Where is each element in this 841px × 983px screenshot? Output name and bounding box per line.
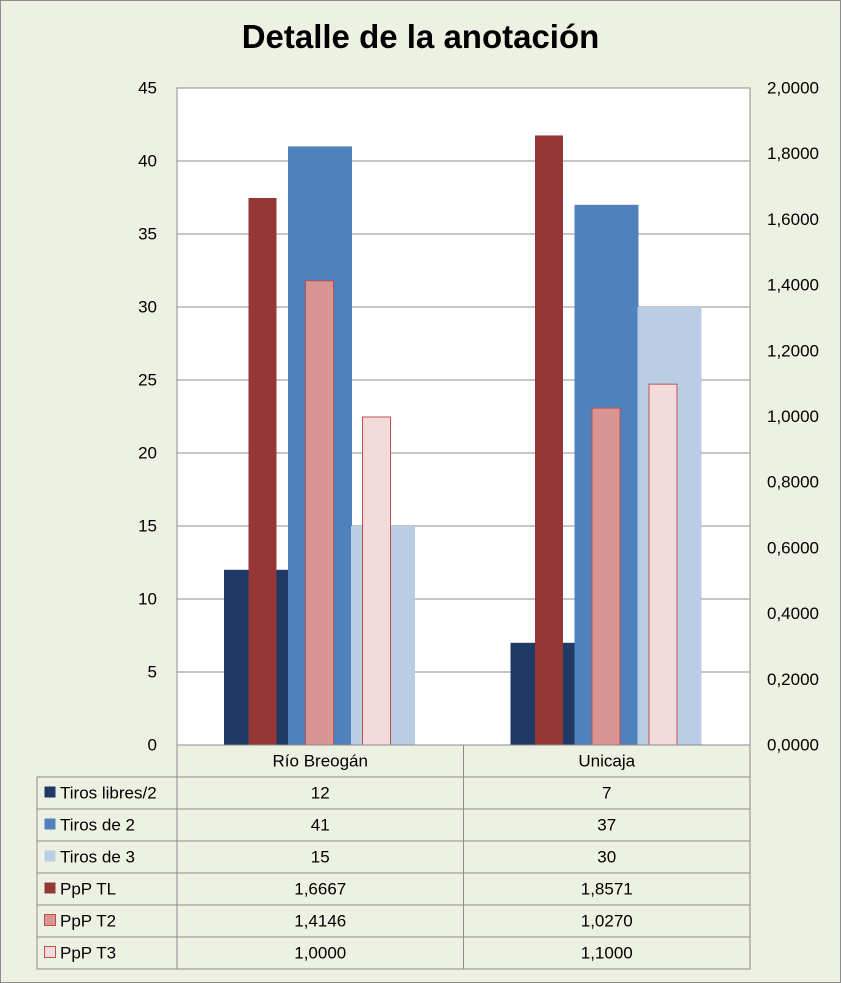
y-left-tick-label: 25: [138, 371, 157, 390]
bar-4-1: [248, 197, 277, 746]
table-cell: 1,8571: [581, 880, 633, 899]
table-cell: 12: [311, 784, 330, 803]
y-right-tick-label: 0,8000: [767, 473, 819, 492]
bar-6-1: [362, 416, 391, 746]
x-category-label: Unicaja: [578, 752, 635, 771]
y-left-tick-label: 40: [138, 152, 157, 171]
table-cell: 7: [602, 784, 611, 803]
table-cell: 1,4146: [294, 912, 346, 931]
y-left-tick-label: 30: [138, 298, 157, 317]
legend-key-5: [44, 914, 56, 926]
y-left-tick-label: 10: [138, 590, 157, 609]
y-left-tick-label: 15: [138, 517, 157, 536]
table-cell: 30: [597, 848, 616, 867]
bar-4-2: [535, 135, 563, 746]
y-left-tick-label: 0: [148, 736, 157, 755]
y-right-tick-label: 1,2000: [767, 341, 819, 360]
legend-key-1: [44, 786, 56, 798]
legend-key-4: [44, 882, 56, 894]
y-right-tick-label: 0,0000: [767, 736, 819, 755]
series-name: Tiros de 3: [60, 848, 135, 867]
y-left-tick-label: 20: [138, 444, 157, 463]
chart-title: Detalle de la anotación: [241, 18, 600, 55]
legend-key-3: [44, 850, 56, 862]
series-name: Tiros de 2: [60, 816, 135, 835]
bar-5-2: [591, 407, 621, 746]
series-name: Tiros libres/2: [60, 784, 157, 803]
table-cell: 15: [311, 848, 330, 867]
series-name: PpP TL: [60, 880, 116, 899]
table-cell: 37: [597, 816, 616, 835]
y-right-tick-label: 0,6000: [767, 538, 819, 557]
y-right-tick-label: 1,6000: [767, 210, 819, 229]
table-cell: 41: [311, 816, 330, 835]
y-right-tick-label: 1,4000: [767, 276, 819, 295]
series-name: PpP T3: [60, 944, 116, 963]
y-left-tick-label: 45: [138, 79, 157, 98]
legend-key-2: [44, 818, 56, 830]
y-right-tick-label: 1,0000: [767, 407, 819, 426]
table-cell: 1,1000: [581, 944, 633, 963]
bar-5-1: [305, 280, 334, 746]
table-cell: 1,0000: [294, 944, 346, 963]
x-category-label: Río Breogán: [273, 752, 368, 771]
table-cell: 1,0270: [581, 912, 633, 931]
y-right-tick-label: 2,0000: [767, 79, 819, 98]
y-left-tick-label: 35: [138, 225, 157, 244]
series-name: PpP T2: [60, 912, 116, 931]
y-left-tick-label: 5: [148, 663, 157, 682]
y-right-tick-label: 1,8000: [767, 144, 819, 163]
bar-6-2: [648, 383, 678, 746]
y-right-tick-label: 0,2000: [767, 670, 819, 689]
y-right-tick-label: 0,4000: [767, 604, 819, 623]
table-cell: 1,6667: [294, 880, 346, 899]
legend-key-6: [44, 946, 56, 958]
data-table: [36, 744, 751, 970]
